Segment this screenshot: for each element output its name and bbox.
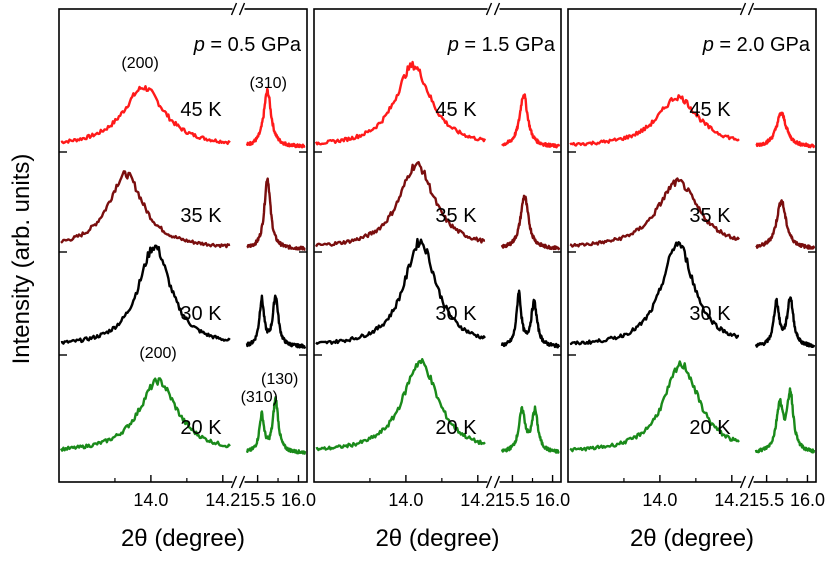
- axis-break-mark: [747, 2, 755, 16]
- peak-label-200-bottom: (200): [139, 345, 176, 362]
- temperature-label: 30 K: [689, 303, 731, 325]
- axis-break-mark: [493, 2, 501, 16]
- curve-45k: [569, 94, 740, 147]
- pressure-label: p = 1.5 GPa: [447, 34, 556, 56]
- axis-break-mark: [739, 2, 747, 16]
- axis-break-mark: [485, 2, 493, 16]
- curve-30k: [60, 244, 231, 345]
- temperature-label: 30 K: [180, 303, 222, 325]
- axis-break-gap: [487, 479, 500, 485]
- x-tick-label: 15.5: [749, 490, 784, 510]
- curve-30k: [245, 294, 307, 349]
- curve-30k: [315, 237, 486, 345]
- x-axis-label: 2θ (degree): [630, 525, 754, 552]
- curve-20k: [500, 405, 560, 454]
- x-tick-label: 14.0: [133, 490, 168, 510]
- x-tick-label: 14.2: [460, 490, 495, 510]
- panel-frame: [567, 8, 817, 483]
- axis-break-gap: [487, 6, 500, 12]
- x-axis-label: 2θ (degree): [121, 525, 245, 552]
- x-tick-label: 14.2: [205, 490, 240, 510]
- axis-break-mark: [238, 475, 246, 489]
- axis-break-gap: [232, 6, 245, 12]
- curve-45k: [755, 111, 816, 149]
- panel-frame: [313, 8, 562, 483]
- curve-45k: [314, 60, 487, 146]
- peak-label-200-top: (200): [121, 55, 158, 72]
- axis-break-mark: [230, 475, 238, 489]
- peak-label-310-top: (310): [250, 75, 287, 92]
- x-tick-label: 16.0: [535, 490, 570, 510]
- temperature-label: 45 K: [689, 99, 731, 121]
- pressure-value: = 1.5 GPa: [464, 34, 555, 56]
- axis-break-gap: [741, 479, 754, 485]
- curve-20k: [59, 377, 231, 452]
- x-tick-label: 14.2: [714, 490, 749, 510]
- temperature-label: 20 K: [180, 417, 222, 439]
- pressure-value: = 2.0 GPa: [719, 34, 810, 56]
- temperature-label: 35 K: [689, 205, 731, 227]
- curve-35k: [314, 161, 486, 248]
- curve-35k: [569, 177, 740, 248]
- curve-20k: [315, 358, 486, 452]
- x-tick-label: 16.0: [790, 490, 825, 510]
- curve-20k: [245, 396, 307, 455]
- x-tick-label: 14.0: [642, 490, 677, 510]
- axis-break-mark: [739, 475, 747, 489]
- axis-break-mark: [747, 475, 755, 489]
- curve-30k: [754, 296, 816, 348]
- panel-1: 14.0 14.2 15.5 16.0 2θ (degree) p = 0.5 GPa 45…: [58, 2, 316, 552]
- curve-45k: [245, 87, 306, 149]
- temperature-label: 45 K: [435, 99, 477, 121]
- curve-45k: [60, 85, 231, 145]
- panel-frame: [58, 8, 308, 483]
- pressure-symbol: p: [447, 34, 465, 56]
- curve-35k: [500, 194, 561, 251]
- peak-label-310-bottom: (310): [241, 389, 278, 406]
- temperature-label: 45 K: [180, 99, 222, 121]
- curve-45k: [501, 93, 561, 149]
- axis-break-gap: [232, 479, 245, 485]
- axis-break-mark: [230, 2, 238, 16]
- pressure-label: p = 0.5 GPa: [193, 34, 302, 56]
- curve-35k: [60, 170, 231, 249]
- x-tick-label: 15.5: [495, 490, 530, 510]
- pressure-symbol: p: [702, 34, 720, 56]
- curve-30k: [569, 241, 740, 346]
- temperature-label: 20 K: [689, 417, 731, 439]
- temperature-label: 35 K: [435, 205, 477, 227]
- pressure-value: = 0.5 GPa: [210, 34, 301, 56]
- panel-2: 14.0 14.2 15.5 16.0 2θ (degree) p = 1.5 GPa 45…: [313, 2, 570, 552]
- axis-break-gap: [741, 6, 754, 12]
- temperature-label: 30 K: [435, 303, 477, 325]
- axis-break-mark: [238, 2, 246, 16]
- curve-35k: [246, 177, 306, 251]
- pressure-symbol: p: [193, 34, 211, 56]
- x-tick-label: 15.5: [240, 490, 275, 510]
- axis-break-mark: [485, 475, 493, 489]
- curve-30k: [500, 289, 561, 349]
- y-axis-label: Intensity (arb. units): [8, 154, 35, 365]
- x-tick-label: 14.0: [388, 490, 423, 510]
- peak-label-130-bottom: (130): [261, 371, 298, 388]
- x-axis-label: 2θ (degree): [375, 525, 499, 552]
- x-tick-label: 16.0: [281, 490, 316, 510]
- pressure-label: p = 2.0 GPa: [702, 34, 811, 56]
- temperature-label: 35 K: [180, 205, 222, 227]
- axis-break-mark: [493, 475, 501, 489]
- curve-20k: [569, 360, 740, 453]
- curve-20k: [754, 387, 816, 454]
- panel-3: 14.0 14.2 15.5 16.0 2θ (degree) p = 2.0 GPa 45…: [567, 2, 825, 552]
- curve-35k: [755, 199, 816, 250]
- temperature-label: 20 K: [435, 417, 477, 439]
